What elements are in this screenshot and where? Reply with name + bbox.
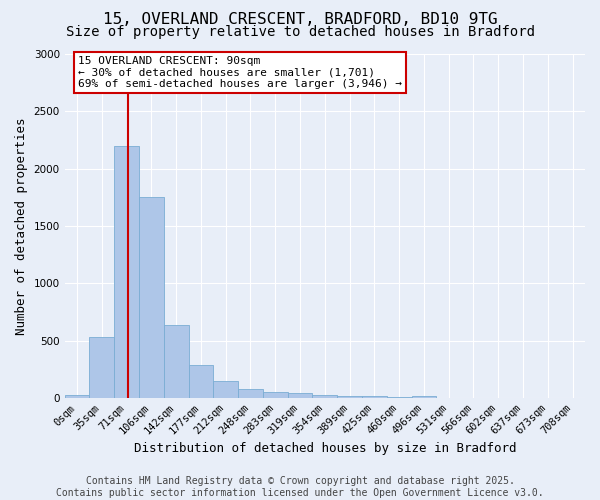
Bar	[139, 198, 164, 398]
Bar	[65, 394, 89, 398]
Bar	[114, 146, 139, 398]
Bar	[313, 394, 337, 398]
Text: 15, OVERLAND CRESCENT, BRADFORD, BD10 9TG: 15, OVERLAND CRESCENT, BRADFORD, BD10 9T…	[103, 12, 497, 28]
Bar	[337, 396, 362, 398]
Bar	[89, 337, 114, 398]
Text: Size of property relative to detached houses in Bradford: Size of property relative to detached ho…	[65, 25, 535, 39]
Bar	[412, 396, 436, 398]
Bar	[188, 364, 214, 398]
Bar	[287, 394, 313, 398]
Bar	[362, 396, 387, 398]
Text: Contains HM Land Registry data © Crown copyright and database right 2025.
Contai: Contains HM Land Registry data © Crown c…	[56, 476, 544, 498]
Y-axis label: Number of detached properties: Number of detached properties	[15, 117, 28, 334]
X-axis label: Distribution of detached houses by size in Bradford: Distribution of detached houses by size …	[134, 442, 516, 455]
Text: 15 OVERLAND CRESCENT: 90sqm
← 30% of detached houses are smaller (1,701)
69% of : 15 OVERLAND CRESCENT: 90sqm ← 30% of det…	[78, 56, 402, 90]
Bar	[214, 381, 238, 398]
Bar	[263, 392, 287, 398]
Bar	[164, 324, 188, 398]
Bar	[238, 389, 263, 398]
